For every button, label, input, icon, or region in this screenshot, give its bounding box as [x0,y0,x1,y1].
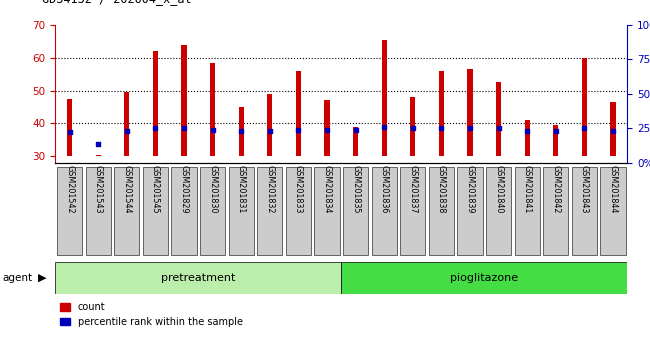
Bar [67,99,72,156]
Point [579,125,590,131]
Bar [210,63,215,156]
Bar [315,167,339,255]
Bar [229,167,254,255]
Point [236,128,246,134]
Bar [458,167,482,255]
Point [408,125,418,131]
Bar [114,167,139,255]
Bar [239,107,244,156]
Bar [543,167,568,255]
Text: GSM201542: GSM201542 [65,165,74,213]
Text: GSM201840: GSM201840 [494,165,503,213]
Bar [382,40,387,156]
Text: GDS4132 / 202604_x_at: GDS4132 / 202604_x_at [42,0,192,5]
Bar [572,167,597,255]
Bar [343,167,368,255]
Bar [267,94,272,156]
Point [522,128,532,134]
Bar [496,82,501,156]
Point [608,128,618,134]
Text: GSM201836: GSM201836 [380,165,389,213]
Bar [57,167,82,255]
Text: GSM201838: GSM201838 [437,165,446,213]
Text: GSM201839: GSM201839 [465,165,474,213]
Text: GSM201842: GSM201842 [551,165,560,213]
Text: GSM201543: GSM201543 [94,165,103,213]
Point [207,127,218,132]
Bar [525,120,530,156]
Point [465,125,475,131]
Point [551,128,561,134]
Point [64,130,75,135]
Point [93,141,103,146]
Bar [143,167,168,255]
Text: pioglitazone: pioglitazone [450,273,518,283]
Text: GSM201544: GSM201544 [122,165,131,213]
Text: GSM201832: GSM201832 [265,165,274,213]
Bar [353,127,358,156]
Bar [467,69,473,156]
Bar [86,167,110,255]
Point [293,127,304,132]
Bar [582,58,587,156]
Text: GSM201834: GSM201834 [322,165,332,213]
Point [350,127,361,132]
Bar [324,101,330,156]
Bar [296,71,301,156]
Bar [486,167,511,255]
Text: GSM201831: GSM201831 [237,165,246,213]
Legend: count, percentile rank within the sample: count, percentile rank within the sample [60,302,242,327]
Text: GSM201829: GSM201829 [179,165,188,213]
Bar [96,155,101,156]
Text: GSM201835: GSM201835 [351,165,360,213]
Bar [124,92,129,156]
Bar [153,51,158,156]
Text: GSM201545: GSM201545 [151,165,160,213]
Point [150,125,161,131]
Bar [181,45,187,156]
Point [122,128,132,134]
Bar [553,125,558,156]
Bar [400,167,425,255]
Text: GSM201830: GSM201830 [208,165,217,213]
Bar [172,167,196,255]
Text: pretreatment: pretreatment [161,273,235,283]
Point [322,127,332,132]
Bar [286,167,311,255]
Bar [439,71,444,156]
Point [379,124,389,130]
Point [436,125,447,131]
Bar [601,167,625,255]
Text: GSM201844: GSM201844 [608,165,618,213]
Bar [610,102,616,156]
Bar [515,167,540,255]
Text: GSM201841: GSM201841 [523,165,532,213]
Text: GSM201843: GSM201843 [580,165,589,213]
Text: ▶: ▶ [38,273,46,283]
Bar [200,167,225,255]
Bar [257,167,282,255]
Text: GSM201837: GSM201837 [408,165,417,213]
Text: GSM201833: GSM201833 [294,165,303,213]
Text: agent: agent [2,273,32,283]
Bar [410,97,415,156]
Bar [429,167,454,255]
Point [179,125,189,131]
Point [265,128,275,134]
Bar [372,167,396,255]
Point [493,125,504,131]
Bar [55,262,341,294]
Bar [341,262,627,294]
